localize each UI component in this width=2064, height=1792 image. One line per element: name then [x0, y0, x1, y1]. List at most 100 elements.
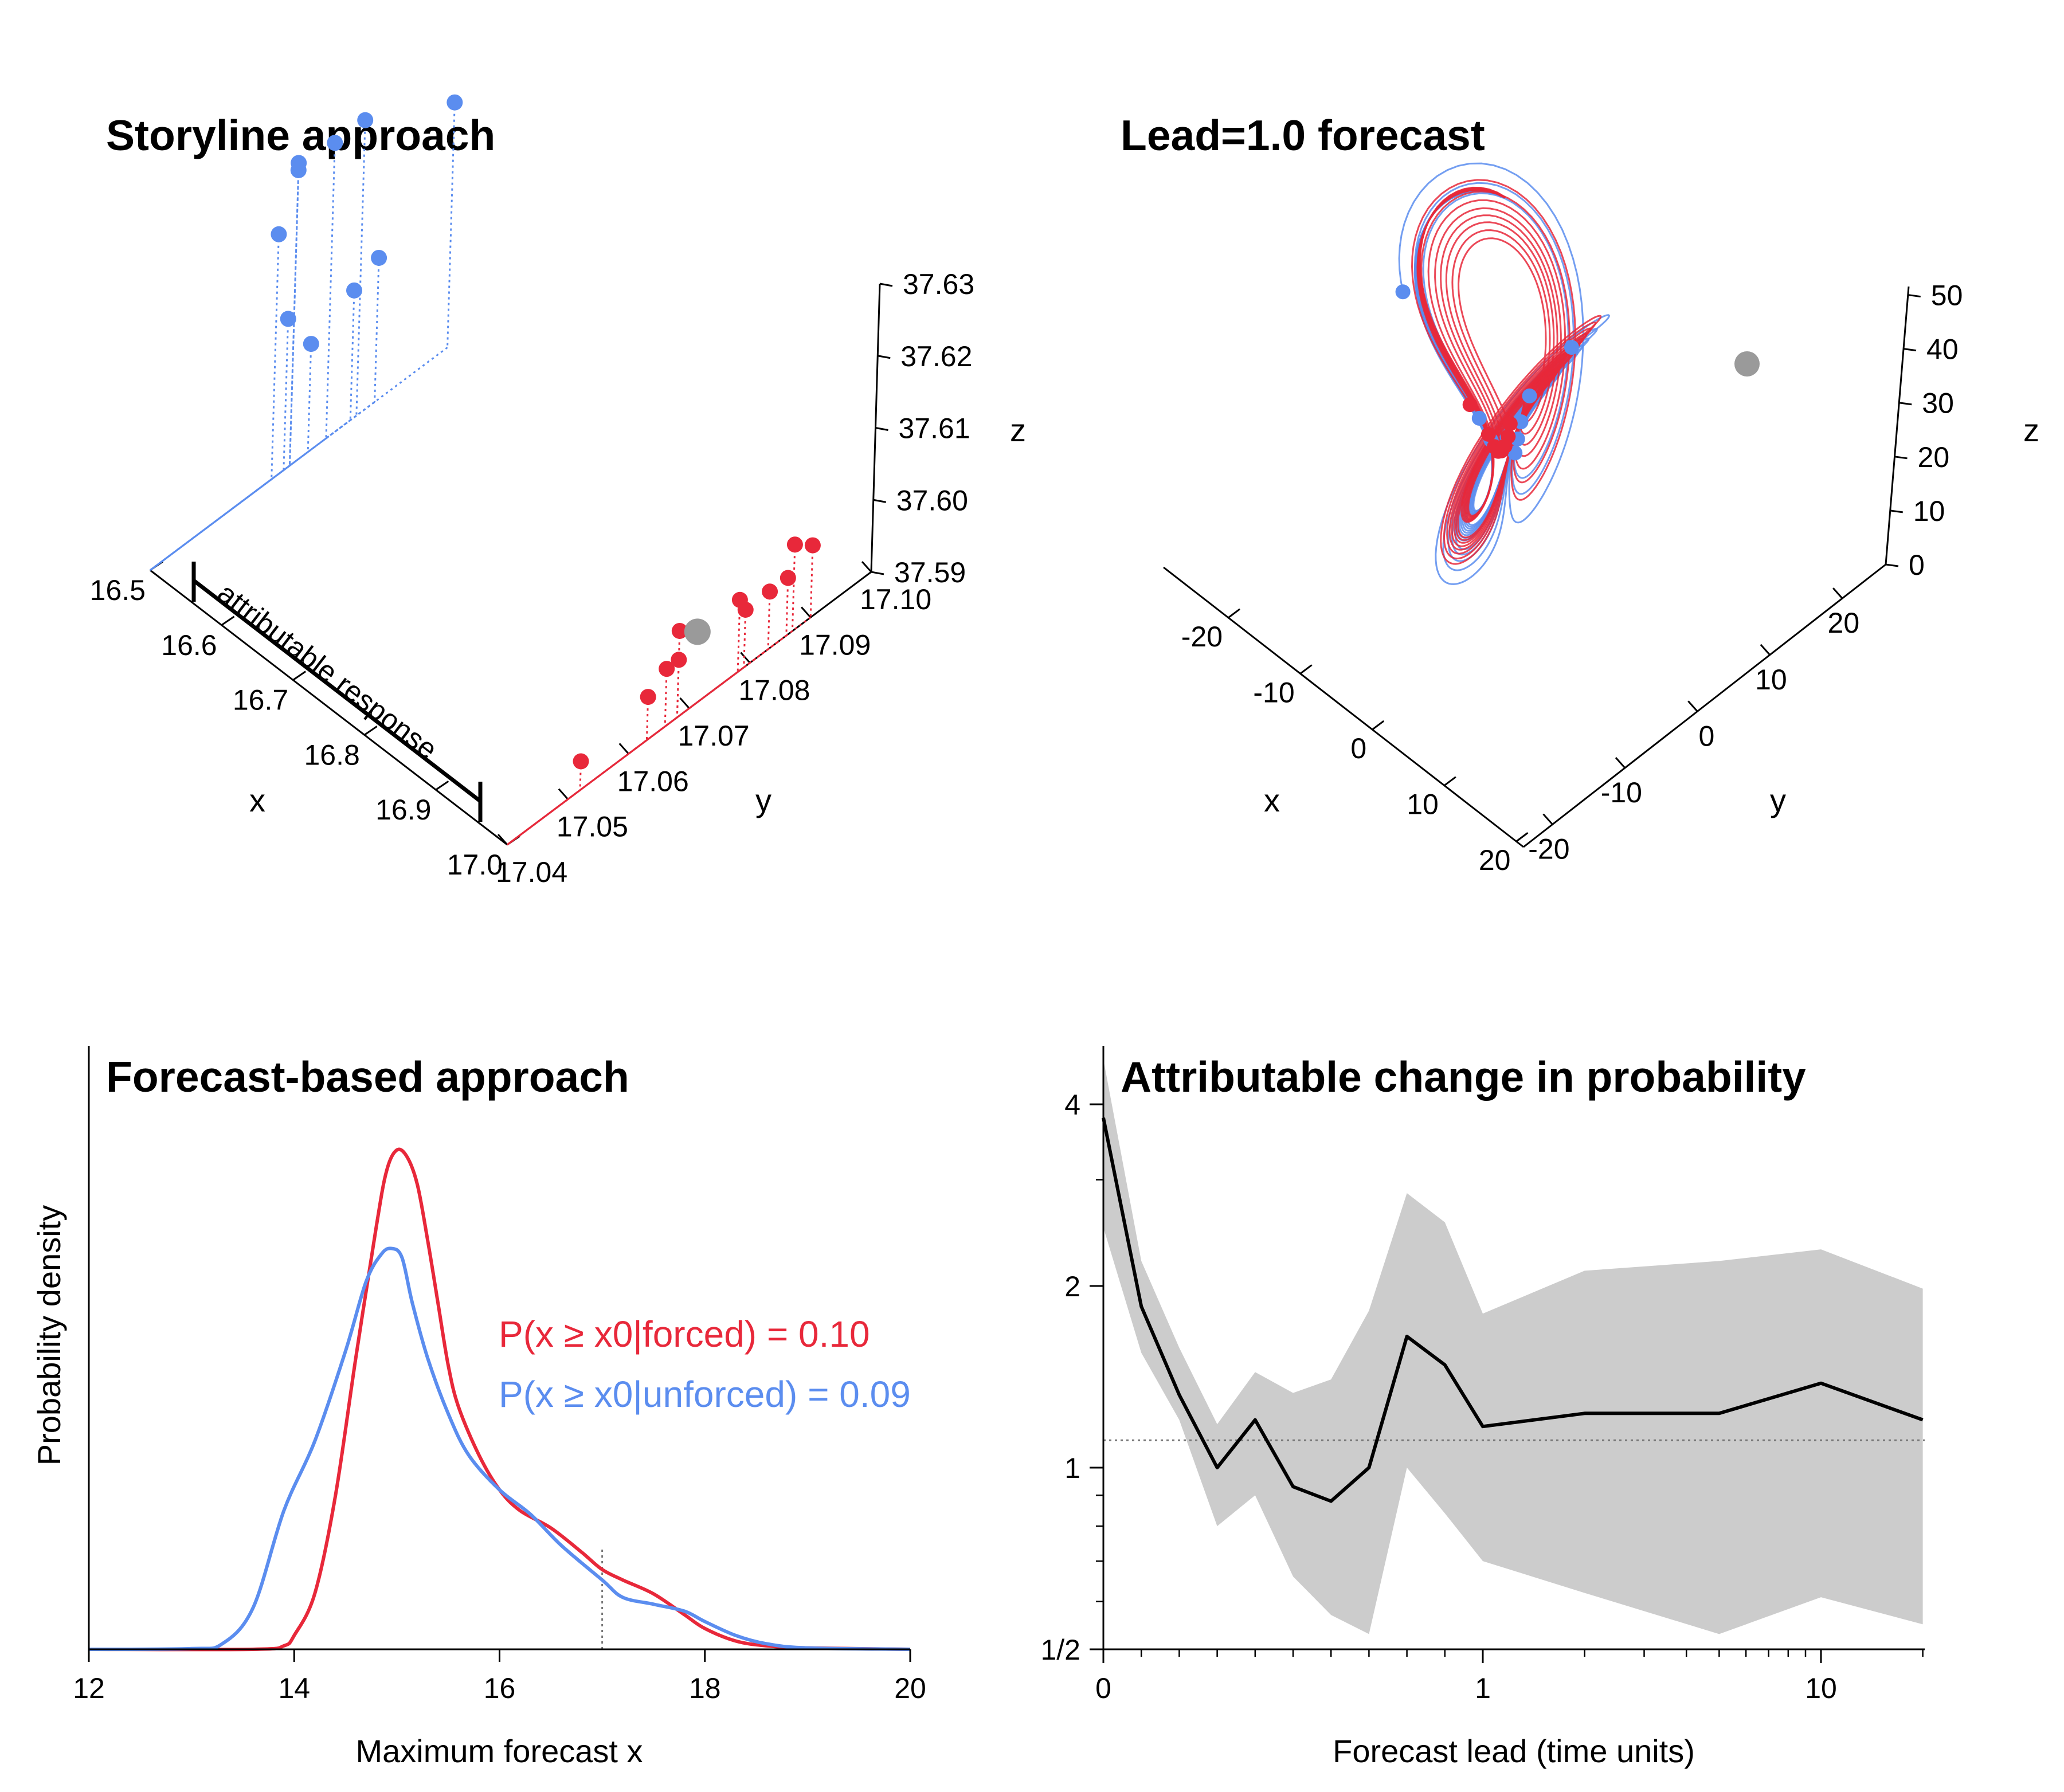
storyline-y-tick-label: 17.09 [799, 629, 871, 661]
unforced-point [346, 282, 362, 299]
storyline-x-tick-label: 16.5 [90, 574, 146, 606]
forced-point [762, 583, 778, 600]
forced-endpoint [1481, 426, 1496, 442]
forecast-based-x-tick-label: 20 [894, 1672, 926, 1704]
storyline-y-tick [801, 606, 812, 618]
forced-dropline [743, 609, 747, 668]
forecast-3d-z-tick-label: 50 [1931, 280, 1963, 312]
forecast-3d-z-tick [1903, 348, 1917, 352]
forecast-based-data [88, 1147, 911, 1652]
forecast-3d-z-axis-line [1885, 286, 1910, 565]
storyline-y-axis-label: y [755, 782, 771, 818]
forced-trajectory [1419, 186, 1602, 565]
unforced-point [280, 311, 296, 327]
forced-probability-annotation: P(x ≥ x0|forced) = 0.10 [499, 1313, 870, 1355]
forecast-3d-y-minor-tick [1836, 591, 1843, 599]
forecast-based-x-tick-label: 14 [278, 1672, 310, 1704]
forecast-3d-x-minor-tick [1515, 836, 1524, 842]
panel-forecast-3d-title: Lead=1.0 forecast [1121, 111, 1485, 159]
forecast-based-x-tick-label: 18 [689, 1672, 721, 1704]
storyline-x-tick-label: 16.6 [161, 629, 217, 661]
unforced-dropline [374, 257, 380, 402]
forecast-3d-x-tick-label: -10 [1253, 676, 1294, 708]
unforced-dropline [447, 102, 456, 348]
storyline-y-tick-label: 17.10 [860, 583, 931, 615]
forecast-3d-z-tick [1908, 294, 1921, 298]
forecast-3d-z-tick-label: 40 [1926, 334, 1959, 366]
panel-forecast-based: Forecast-based approach 12 14 16 18 20 Maxim… [31, 1046, 926, 1769]
attributable-change-data [1102, 1059, 1925, 1634]
forced-dropline [791, 544, 796, 632]
forecast-3d-z-tick-label: 10 [1913, 495, 1945, 527]
storyline-x-tick [221, 615, 235, 626]
storyline-z-tick [871, 571, 884, 575]
attributable-response-bar [192, 579, 482, 803]
forecast-3d-z-tick [1885, 563, 1899, 567]
forecast-3d-x-axis-line [1163, 566, 1524, 848]
attributable-change-y-tick-label: 1/2 [1040, 1634, 1080, 1666]
forecast-3d-y-axis-label: y [1770, 782, 1786, 818]
forced-dropline [664, 669, 668, 727]
storyline-y-tick [679, 697, 690, 709]
attributable-response-label: attributable response [212, 577, 443, 765]
attributable-change-y-tick-label: 4 [1064, 1089, 1080, 1121]
storyline-y-tick-label: 17.08 [738, 675, 810, 707]
forecast-3d-y-tick-label: 10 [1755, 664, 1787, 696]
unforced-dropline [283, 319, 289, 470]
forecast-3d-z-tick-label: 20 [1918, 441, 1950, 473]
attributable-change-x-axis-label: Forecast lead (time units) [1333, 1733, 1695, 1769]
forecast-3d-y-minor-tick [1619, 761, 1626, 768]
forced-baseline [507, 617, 812, 846]
attributable-change-x-tick-label: 1 [1475, 1672, 1491, 1704]
forecast-3d-y-tick-label: -20 [1528, 833, 1569, 865]
unforced-point [291, 155, 307, 171]
storyline-y-tick-label: 17.07 [678, 720, 750, 752]
storyline-y-tick [740, 652, 751, 664]
forecast-based-x-tick-label: 12 [73, 1672, 105, 1704]
forecast-3d-x-tick-label: 20 [1479, 844, 1511, 876]
storyline-z-tick [873, 499, 887, 503]
confidence-band [1103, 1059, 1923, 1634]
unforced-endpoint [1395, 284, 1411, 300]
forecast-3d-y-axis-line [1523, 563, 1886, 848]
panel-storyline-title: Storyline approach [106, 111, 495, 159]
forced-point [573, 753, 589, 770]
unforced-point [447, 94, 463, 111]
storyline-data [150, 94, 821, 846]
forecast-3d-z-axis-label: z [2023, 412, 2039, 448]
forecast-3d-y-tick-label: -10 [1601, 777, 1642, 809]
storyline-y-tick-label: 17.06 [617, 765, 689, 797]
forced-point [780, 570, 796, 586]
unforced-point [303, 336, 319, 352]
forecast-3d-x-minor-tick [1444, 779, 1452, 786]
forecast-based-ticks: 12 14 16 18 20 [73, 1649, 926, 1704]
unforced-probability-annotation: P(x ≥ x0|unforced) = 0.09 [499, 1374, 911, 1415]
panel-attributable-change-title: Attributable change in probability [1121, 1053, 1806, 1101]
attributable-change-y-tick-label: 2 [1064, 1271, 1080, 1303]
forecast-3d-x-tick-label: 0 [1350, 732, 1366, 764]
storyline-x-tick-label: 16.9 [375, 794, 431, 826]
forecast-3d-x-minor-tick [1372, 724, 1380, 731]
unforced-baseline [150, 451, 309, 571]
unforced-dropline [325, 143, 336, 438]
forced-endpoint [1501, 429, 1516, 444]
forecast-3d-y-tick-label: 0 [1699, 720, 1715, 752]
forced-point [671, 622, 688, 639]
forced-dropline [579, 761, 582, 790]
forced-point [804, 537, 821, 554]
storyline-z-tick-label: 37.61 [899, 413, 970, 445]
forced-endpoint [1502, 416, 1518, 432]
forecast-3d-z-tick [1890, 509, 1903, 513]
forced-point [737, 602, 754, 618]
forced-point [786, 536, 803, 553]
storyline-z-tick-label: 37.62 [900, 340, 972, 372]
initial-point [1734, 351, 1760, 377]
storyline-z-tick-label: 37.63 [903, 268, 974, 300]
forecast-3d-x-tick-label: 10 [1407, 789, 1439, 821]
unforced-dropline [271, 234, 280, 480]
storyline-x-tick [292, 670, 307, 681]
forecast-based-x-tick-label: 16 [484, 1672, 516, 1704]
forced-point [659, 661, 675, 677]
attributable-change-x-tick-label: 0 [1095, 1672, 1111, 1704]
forecast-3d-y-minor-tick [1546, 817, 1553, 825]
